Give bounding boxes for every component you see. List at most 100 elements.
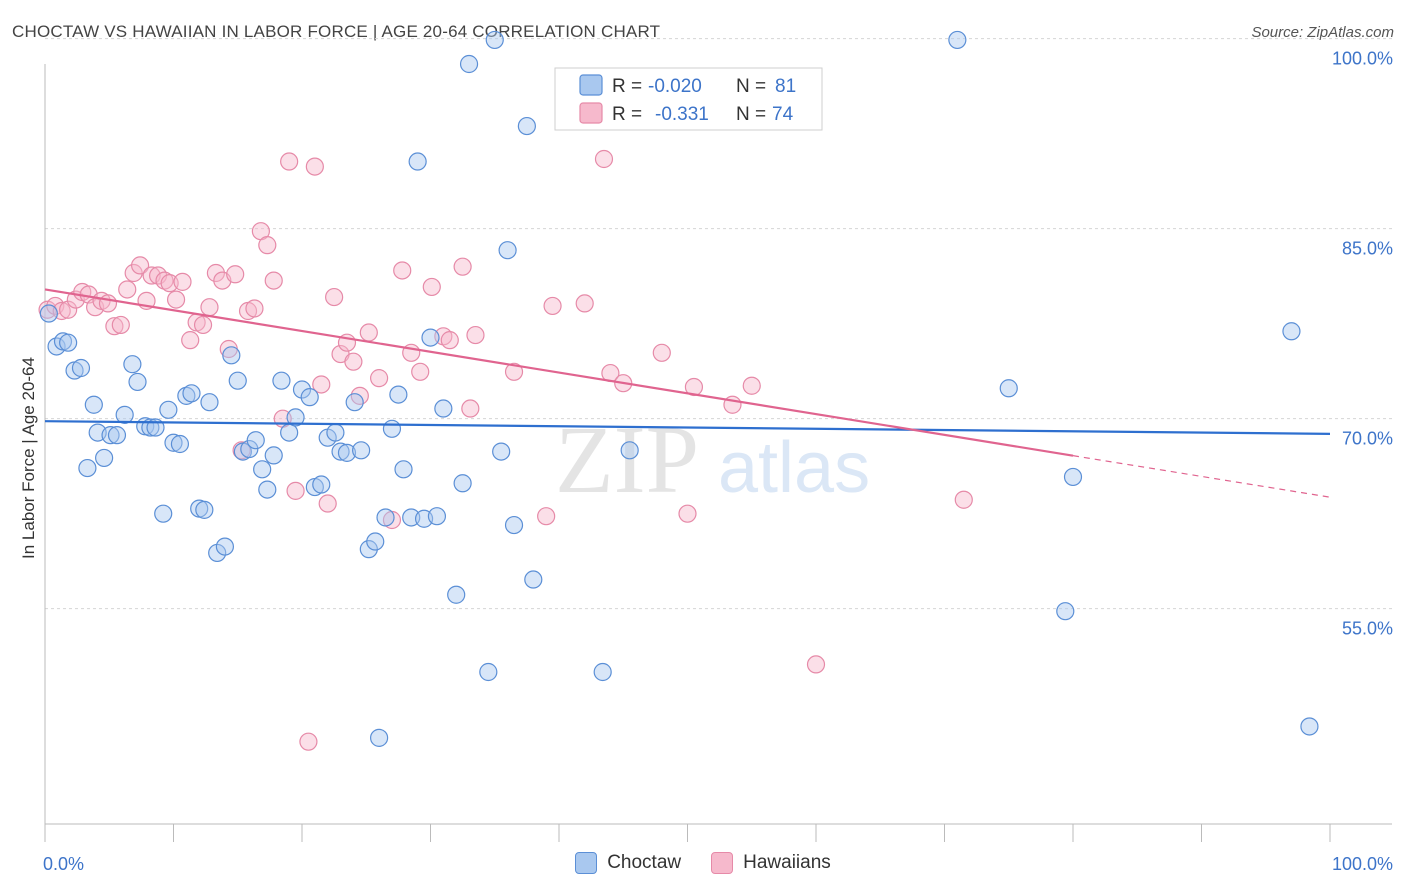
hawaiians-point <box>245 299 264 318</box>
choctaw-point <box>280 423 299 442</box>
hawaiians-point <box>105 317 124 336</box>
y-axis-label: In Labor Force | Age 20-64 <box>19 357 38 559</box>
trend-line-choctaw <box>44 420 1331 435</box>
y-tick-label: 100.0% <box>1332 49 1393 69</box>
choctaw-point <box>170 434 190 454</box>
stats-legend-box: R = -0.020 N = 81 R = -0.331 N = 74 <box>554 67 823 131</box>
choctaw-point <box>485 30 504 50</box>
axes <box>44 64 1392 842</box>
hawaiians-point <box>411 362 430 381</box>
hawaiians-point <box>359 323 378 342</box>
hawaiians-point <box>318 494 337 513</box>
hawaiians-point <box>543 296 562 316</box>
stats-r-value-hawaiians: -0.331 <box>655 104 709 125</box>
hawaiians-point <box>742 376 761 395</box>
hawaiians-point <box>206 263 226 283</box>
trend-lines <box>44 288 1331 498</box>
choctaw-point <box>177 386 196 405</box>
hawaiians-point <box>173 272 192 291</box>
choctaw-point <box>286 408 305 427</box>
watermark-zip: ZIP <box>555 406 699 513</box>
stats-n-label-choctaw: N = <box>736 76 766 97</box>
choctaw-point <box>253 460 272 479</box>
choctaw-point <box>948 30 967 50</box>
hawaiians-point <box>325 287 344 307</box>
choctaw-point <box>107 426 127 445</box>
choctaw-point <box>1056 602 1075 621</box>
choctaw-point <box>115 405 134 424</box>
hawaiians-point <box>594 149 614 169</box>
choctaw-point <box>312 475 331 494</box>
hawaiians-point <box>806 655 826 674</box>
choctaw-point <box>337 443 357 462</box>
choctaw-point <box>246 431 265 450</box>
hawaiians-point <box>226 265 245 284</box>
stats-swatch-hawaiians <box>579 102 603 124</box>
y-tick-label: 85.0% <box>1342 239 1393 259</box>
hawaiians-point <box>299 732 318 751</box>
choctaw-point <box>517 116 536 136</box>
choctaw-point <box>492 442 511 461</box>
hawaiians-point <box>344 352 363 371</box>
legend-swatch-hawaiians <box>711 852 734 874</box>
choctaw-point <box>300 388 319 407</box>
tick-labels: 55.0% 70.0% 85.0% 100.0% 0.0% 100.0% <box>43 49 1393 874</box>
choctaw-point <box>222 346 241 365</box>
chart-title: CHOCTAW VS HAWAIIAN IN LABOR FORCE | AGE… <box>12 22 661 41</box>
choctaw-point <box>345 393 364 412</box>
hawaiians-point <box>537 507 556 526</box>
legend-label-hawaiians: Hawaiians <box>743 852 831 873</box>
choctaw-point <box>408 152 427 171</box>
stats-n-value-hawaiians: 74 <box>772 104 794 125</box>
hawaiians-point <box>678 504 697 523</box>
choctaw-point <box>272 371 291 390</box>
choctaw-point <box>459 54 479 74</box>
series-choctaw <box>39 30 1319 747</box>
stats-n-value-choctaw: 81 <box>775 76 796 97</box>
hawaiians-point <box>111 315 130 335</box>
hawaiians-point <box>684 377 704 397</box>
source-label: Source: ZipAtlas.com <box>1251 24 1394 41</box>
legend: Choctaw Hawaiians <box>0 852 1406 874</box>
hawaiians-point <box>59 300 78 319</box>
choctaw-point <box>593 662 612 682</box>
hawaiians-point <box>504 362 524 381</box>
choctaw-point <box>434 399 453 418</box>
hawaiians-point <box>232 441 251 460</box>
hawaiians-point <box>954 490 973 509</box>
trend-line-hawaiians <box>44 288 1074 457</box>
y-tick-label: 70.0% <box>1342 429 1393 449</box>
hawaiians-point <box>575 294 594 313</box>
choctaw-point <box>264 446 283 465</box>
choctaw-point <box>366 532 385 551</box>
hawaiians-point <box>422 277 441 297</box>
choctaw-point <box>421 328 440 347</box>
legend-item-choctaw: Choctaw <box>575 852 681 874</box>
hawaiians-point <box>166 290 186 309</box>
choctaw-point <box>479 662 498 682</box>
choctaw-point <box>215 537 234 556</box>
stats-n-label-hawaiians: N = <box>736 104 766 125</box>
choctaw-point <box>128 372 147 392</box>
choctaw-point <box>240 439 259 459</box>
hawaiians-point <box>264 271 283 290</box>
choctaw-point <box>620 441 639 460</box>
choctaw-point <box>376 508 395 527</box>
hawaiians-point <box>130 256 150 275</box>
hawaiians-point <box>453 257 472 276</box>
legend-item-hawaiians: Hawaiians <box>711 852 831 874</box>
choctaw-point <box>228 371 247 390</box>
choctaw-point <box>1063 467 1083 487</box>
choctaw-point <box>95 448 114 468</box>
choctaw-point <box>39 304 58 323</box>
choctaw-point <box>195 500 214 519</box>
trend-line-hawaiians-extension <box>1072 455 1331 498</box>
watermark: ZIP atlas <box>555 406 870 513</box>
watermark-atlas: atlas <box>718 428 870 508</box>
hawaiians-point <box>258 236 277 255</box>
choctaw-point <box>999 379 1018 398</box>
stats-swatch-choctaw <box>579 74 603 96</box>
choctaw-point <box>71 358 91 378</box>
hawaiians-point <box>155 271 174 290</box>
